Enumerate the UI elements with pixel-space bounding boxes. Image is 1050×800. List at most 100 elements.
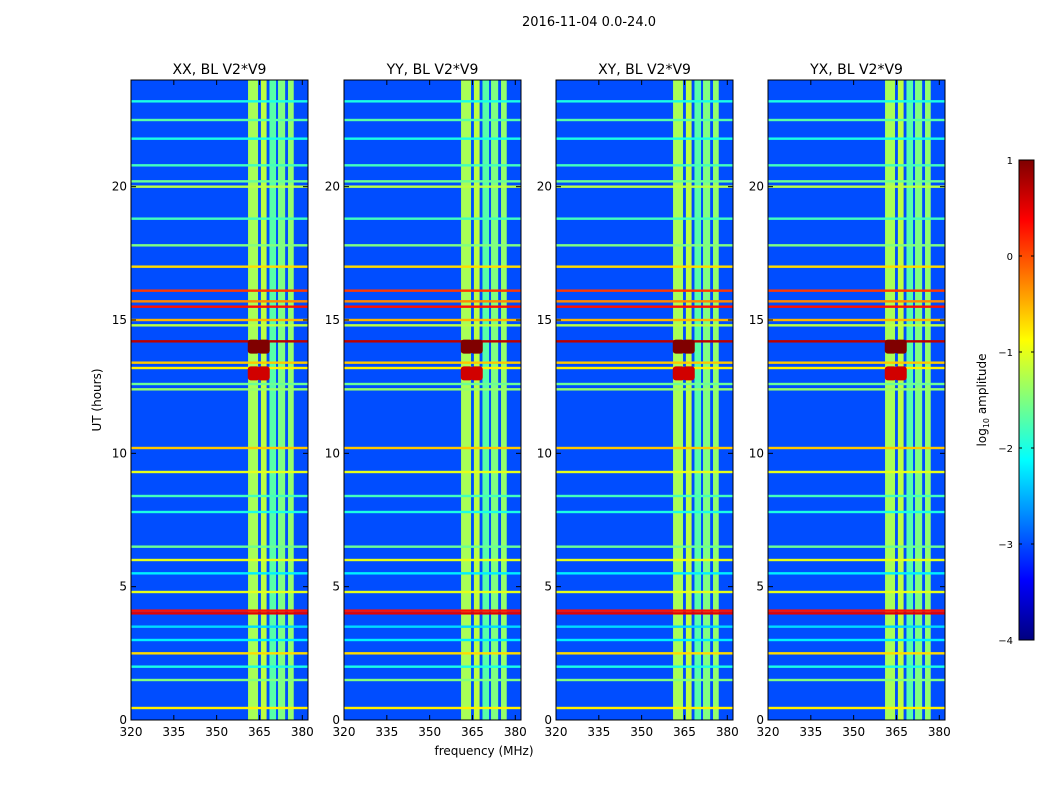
rfi-line <box>131 612 308 615</box>
rfi-line <box>556 265 733 268</box>
frequency-band <box>288 80 294 720</box>
rfi-line <box>344 388 521 391</box>
rfi-line <box>131 361 308 364</box>
rfi-line <box>556 118 733 122</box>
panel-title: YY, BL V2*V9 <box>386 62 479 78</box>
rfi-line <box>556 558 733 562</box>
rfi-line <box>556 361 733 364</box>
rfi-line <box>556 612 733 615</box>
rfi-line <box>768 706 945 710</box>
x-tick-label: 350 <box>418 725 441 739</box>
rfi-line <box>768 558 945 562</box>
y-tick-label: 5 <box>756 580 764 594</box>
rfi-line <box>344 164 521 167</box>
x-tick-label: 365 <box>885 725 908 739</box>
rfi-line <box>556 137 733 140</box>
y-tick-label: 20 <box>325 180 340 194</box>
rfi-line <box>131 652 308 655</box>
rfi-line <box>556 706 733 710</box>
rfi-line <box>131 572 308 575</box>
rfi-line <box>768 244 945 247</box>
rfi-line <box>556 665 733 668</box>
x-tick-label: 380 <box>291 725 314 739</box>
rfi-line <box>131 625 308 628</box>
frequency-band <box>925 80 931 720</box>
panel-1: XX, BL V2*V9 320 335 350 365 380 0 5 10 15 20 <box>112 62 314 739</box>
y-tick-label: 15 <box>112 313 127 327</box>
rfi-line <box>131 638 308 642</box>
rfi-blob <box>247 366 260 381</box>
y-tick-label: 20 <box>537 180 552 194</box>
x-tick-label: 380 <box>716 725 739 739</box>
colorbar-label: log10 amplitude <box>975 354 991 447</box>
frequency-band <box>473 80 480 720</box>
rfi-line <box>131 180 308 183</box>
x-tick-label: 335 <box>375 725 398 739</box>
panel-2: YY, BL V2*V9 320 335 350 365 380 0 5 10 15 20 <box>325 62 527 739</box>
frequency-band <box>885 80 896 720</box>
y-tick-label: 5 <box>332 580 340 594</box>
heatmap-area <box>131 80 308 720</box>
rfi-line <box>768 366 945 370</box>
x-tick-label: 350 <box>842 725 865 739</box>
rfi-line <box>768 217 945 220</box>
rfi-line <box>131 609 308 612</box>
rfi-line <box>556 625 733 628</box>
y-tick-label: 15 <box>537 313 552 327</box>
rfi-line <box>344 382 521 386</box>
rfi-line <box>131 265 308 268</box>
x-tick-label: 365 <box>461 725 484 739</box>
rfi-line <box>344 137 521 140</box>
rfi-line <box>344 366 521 370</box>
rfi-blob <box>247 339 260 354</box>
rfi-line <box>344 590 521 594</box>
rfi-line <box>344 470 521 474</box>
frequency-band <box>260 80 267 720</box>
rfi-line <box>768 545 945 548</box>
rfi-line <box>768 340 945 343</box>
rfi-line <box>556 590 733 594</box>
rfi-line <box>768 265 945 268</box>
frequency-band <box>694 80 702 720</box>
y-tick-label: 0 <box>332 713 340 727</box>
frequency-band <box>703 80 711 720</box>
x-tick-label: 335 <box>162 725 185 739</box>
frequency-band <box>461 80 472 720</box>
y-tick-label: 15 <box>749 313 764 327</box>
x-tick-label: 320 <box>120 725 143 739</box>
heatmap-area <box>768 80 945 720</box>
rfi-blob <box>470 366 483 381</box>
panel-3: XY, BL V2*V9 320 335 350 365 380 0 5 10 15 20 <box>537 62 739 739</box>
rfi-line <box>768 305 945 308</box>
y-axis-label: UT (hours) <box>90 368 104 431</box>
rfi-line <box>768 612 945 615</box>
y-tick-label: 10 <box>112 446 127 460</box>
frequency-band <box>269 80 277 720</box>
panel-frame <box>343 79 522 721</box>
x-tick-label: 350 <box>630 725 653 739</box>
rfi-line <box>131 545 308 548</box>
rfi-line <box>131 706 308 710</box>
rfi-line <box>768 289 945 292</box>
rfi-blob <box>682 339 695 354</box>
rfi-blob <box>884 366 897 381</box>
heatmap-area <box>344 80 521 720</box>
colorbar-tick-label: 1 <box>1007 156 1013 167</box>
rfi-line <box>556 185 733 188</box>
colorbar-label-rest: amplitude <box>975 354 989 418</box>
y-tick-label: 10 <box>537 446 552 460</box>
rfi-line <box>344 612 521 615</box>
rfi-line <box>344 244 521 247</box>
rfi-line <box>131 100 308 103</box>
rfi-blob <box>257 339 270 354</box>
frequency-band <box>906 80 914 720</box>
rfi-line <box>768 609 945 612</box>
rfi-line <box>768 470 945 474</box>
y-tick-label: 10 <box>749 446 764 460</box>
rfi-line <box>131 318 308 322</box>
rfi-line <box>556 382 733 386</box>
rfi-line <box>131 558 308 562</box>
x-tick-label: 365 <box>248 725 271 739</box>
x-tick-label: 380 <box>504 725 527 739</box>
